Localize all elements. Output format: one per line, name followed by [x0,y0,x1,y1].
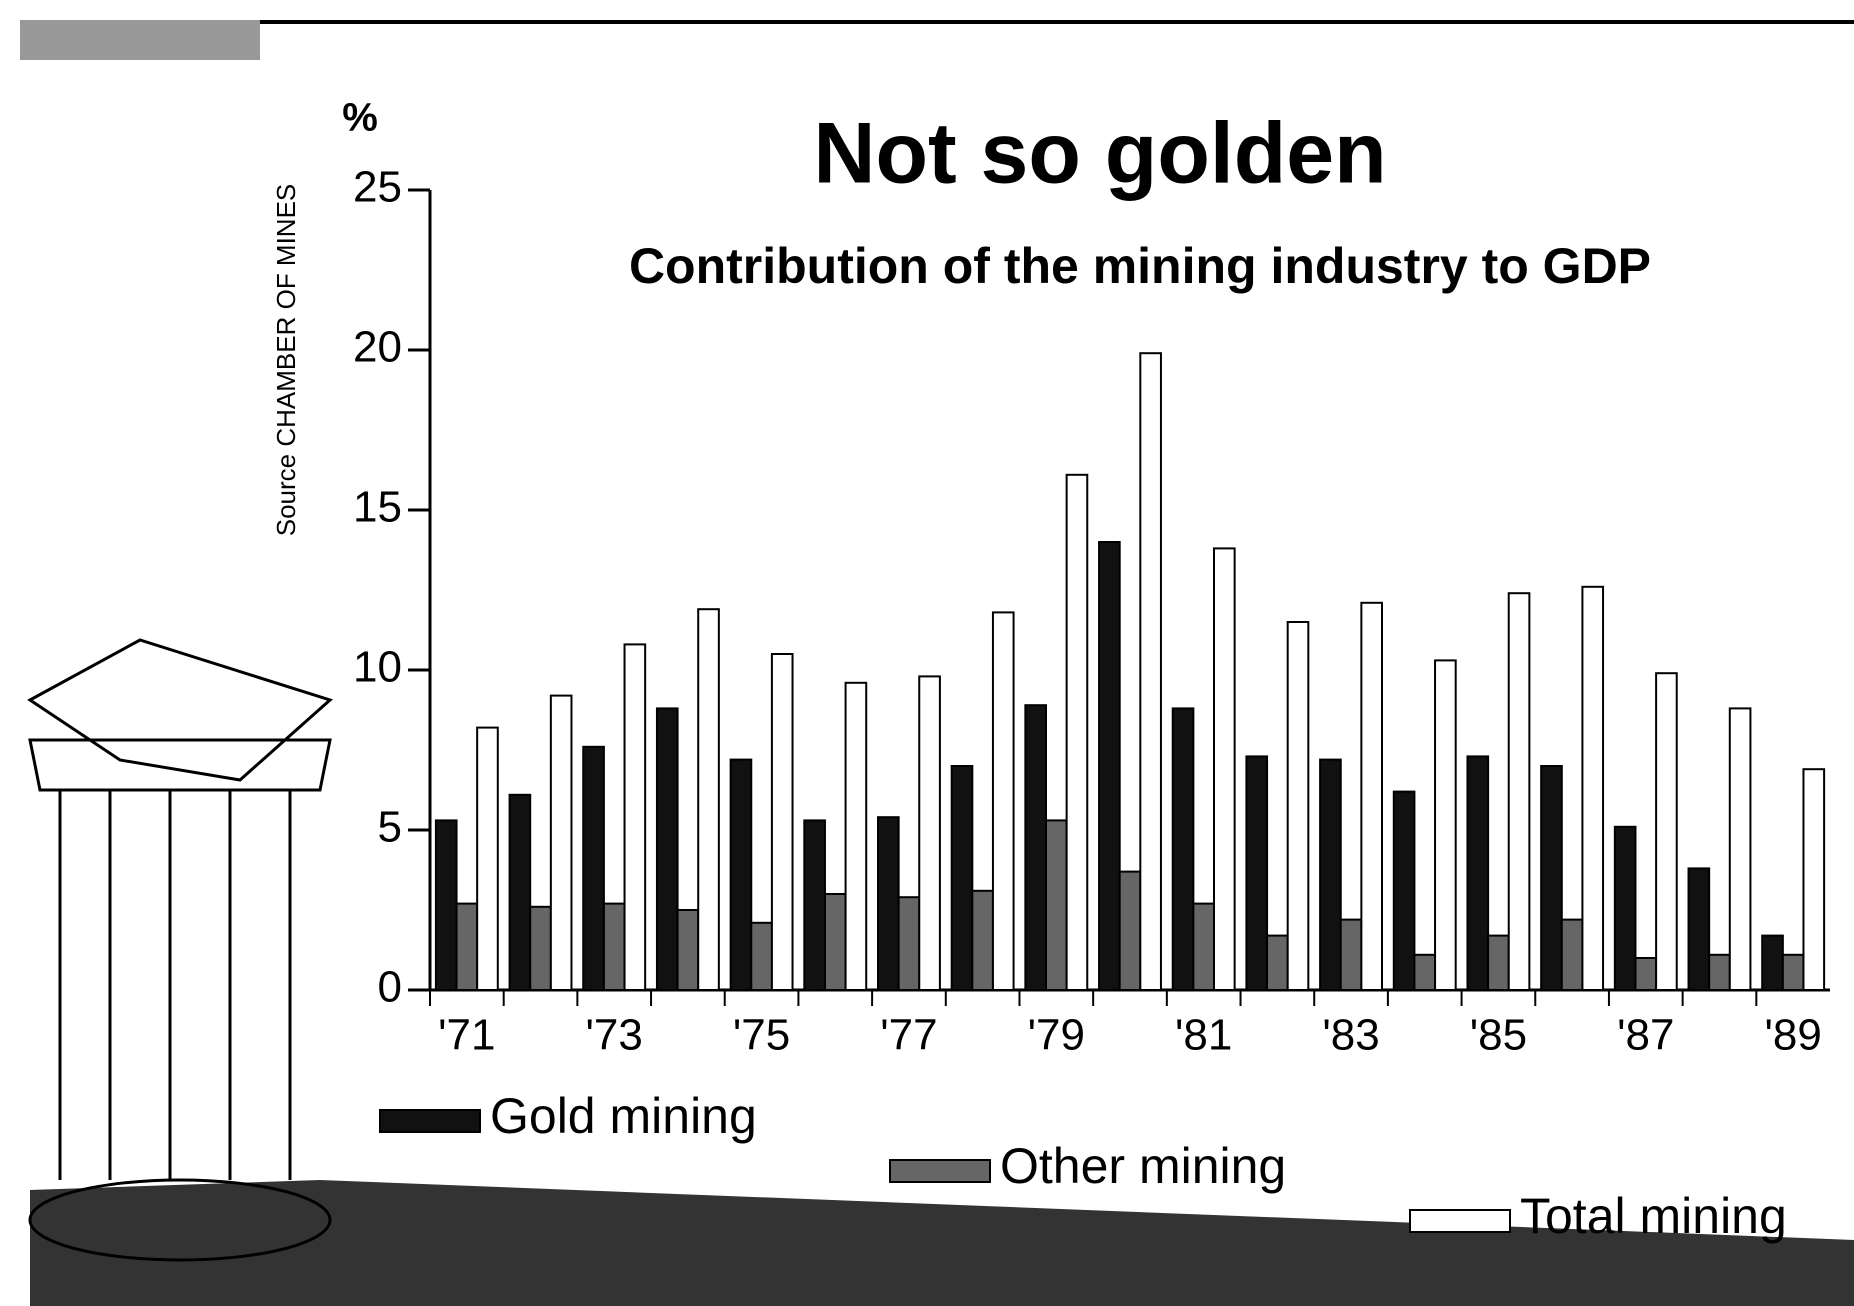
bar [770,653,794,991]
bar [1634,957,1658,991]
chart-title: Not so golden [813,106,1386,202]
bar [1613,825,1637,991]
x-tick-label: '77 [880,1011,937,1060]
bar [476,726,499,991]
legend-swatch [1409,1209,1511,1233]
y-axis-label: % [342,96,378,140]
bar [950,765,974,991]
bar [1466,755,1490,992]
bar [844,681,868,991]
bar [1802,768,1826,992]
pillar-base [28,1178,332,1262]
bar [1487,934,1510,991]
bar [918,675,941,992]
bar [991,611,1015,992]
bar [1339,918,1363,991]
bar [655,707,679,992]
bar [1507,592,1531,991]
y-tick-label: 5 [378,803,402,852]
y-tick-label: 25 [353,163,402,212]
legend-label: Gold mining [490,1088,757,1144]
bar [729,758,753,991]
legend-label: Total mining [1520,1188,1787,1244]
bar [803,819,826,992]
bar [1024,704,1047,991]
x-tick-label: '75 [733,1011,790,1060]
scan-corner [20,20,260,60]
bar [602,902,626,991]
x-tick-label: '85 [1470,1011,1527,1060]
bar [623,643,647,992]
bar [549,694,573,991]
x-tick-label: '71 [438,1011,495,1060]
x-tick-label: '83 [1322,1011,1379,1060]
bar [971,889,994,991]
bar [508,793,532,991]
bar [1213,547,1236,992]
bar [676,909,700,991]
y-tick-label: 10 [353,643,402,692]
chart-subtitle: Contribution of the mining industry to G… [629,238,1651,294]
bar [529,905,552,991]
bar [697,608,720,991]
bar [1781,953,1805,991]
bottom-band [30,1180,1854,1306]
bar [1139,352,1162,991]
pillar-flutes [58,790,292,1180]
bar [1245,755,1269,992]
bar [1761,934,1784,991]
bar [1286,621,1310,991]
bar [1655,672,1678,991]
bar [1118,870,1142,991]
bar [1540,765,1563,991]
legend-swatch [379,1109,481,1133]
bar [1560,918,1584,991]
bar [750,921,773,991]
bar [1045,819,1068,992]
bar [1065,473,1089,991]
bar [1098,541,1121,991]
bar [582,745,605,991]
x-tick-label: '73 [586,1011,643,1060]
x-tick-label: '79 [1028,1011,1085,1060]
pillar-illustration [27,638,333,1262]
bar [455,902,479,991]
y-tick-label: 20 [353,323,402,372]
x-tick-label: '87 [1617,1011,1674,1060]
legend-label: Other mining [1000,1138,1286,1194]
y-tick-label: 15 [353,483,402,532]
bar [1581,585,1605,991]
bar [897,896,921,992]
gold-bars [27,638,333,782]
bar [1708,953,1731,991]
legend-swatch [889,1159,991,1183]
y-tick-label: 0 [378,963,402,1012]
bar [823,893,847,991]
bar [434,819,458,992]
bar [1360,601,1383,991]
bar [1434,659,1457,992]
source-note: Source CHAMBER OF MINES [271,184,301,537]
x-tick-label: '81 [1175,1011,1232,1060]
x-tick-label: '89 [1764,1011,1821,1060]
bar [1319,758,1342,991]
bar [1266,934,1289,991]
bar [877,816,900,992]
pillar-top [28,738,332,792]
bar [1687,867,1711,992]
bar [1192,902,1215,991]
bar [1728,707,1752,992]
bar [1392,790,1416,991]
bar [1413,953,1437,991]
bar [1171,707,1195,992]
